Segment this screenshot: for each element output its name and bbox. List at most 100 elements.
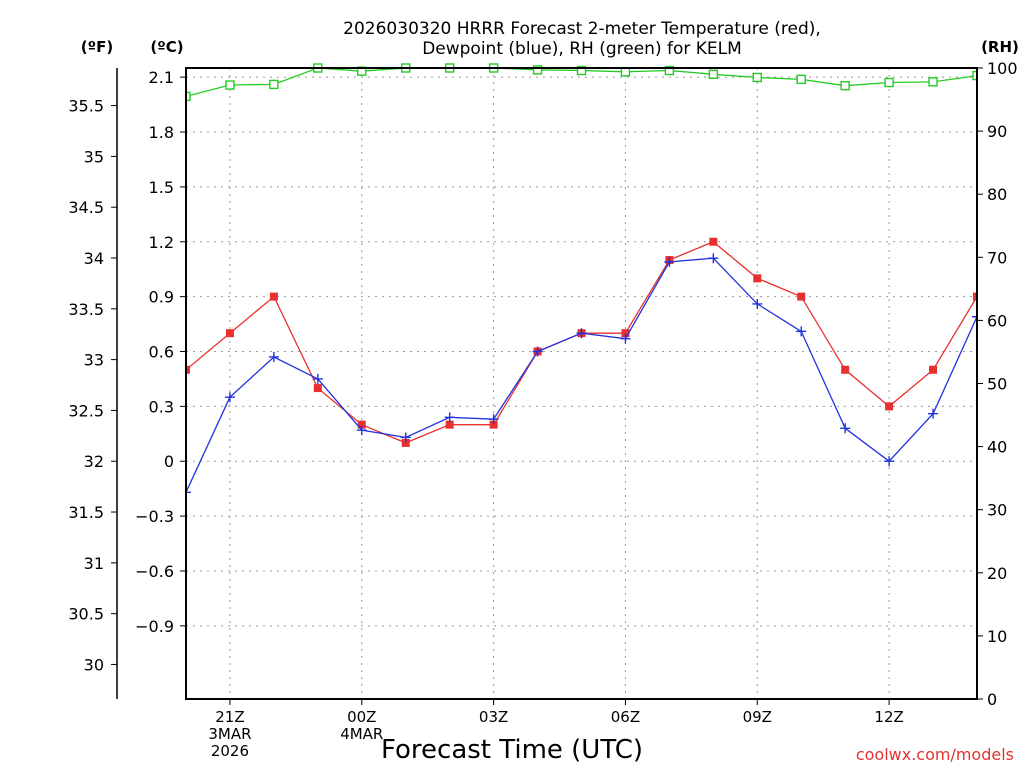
dewpoint-marker [312,373,323,384]
dewpoint-marker [444,412,455,423]
2-meter-temperature-marker [621,329,630,338]
dewpoint-marker [752,298,763,309]
rh-marker [840,80,850,91]
x-tick-label: 00Z [347,708,376,726]
fahrenheit-tick-label: 34.5 [68,198,104,217]
2-meter-temperature-marker [225,329,234,338]
fahrenheit-tick-label: 32.5 [68,401,104,420]
celsius-tick-label: −0.6 [135,562,174,581]
dewpoint-marker [186,487,191,498]
grid-lines [186,68,977,699]
2-meter-temperature-marker [186,365,190,374]
2-meter-temperature-marker [313,384,322,393]
celsius-tick-label: 2.1 [149,68,174,87]
rh-tick-label: 50 [987,375,1007,394]
rh-unit-label: (RH) [981,38,1019,56]
fahrenheit-tick-label: 33.5 [68,300,104,319]
rh-marker [928,77,938,87]
fahrenheit-tick-label: 34 [84,249,104,268]
dewpoint-marker [620,333,631,344]
dewpoint-marker [796,326,807,337]
x-axis-label: Forecast Time (UTC) [381,735,643,765]
2-meter-temperature-marker [797,292,806,301]
series-layer [186,63,977,498]
rh-marker [576,65,587,76]
rh-marker [664,65,675,76]
x-tick-label: 03Z [479,708,508,726]
plot-frame [185,67,978,700]
rh-tick-label: 30 [987,501,1007,520]
2-meter-temperature-marker [885,402,894,411]
2-meter-temperature-marker [841,365,850,374]
rh-tick-label: 10 [987,627,1007,646]
fahrenheit-tick-label: 31.5 [68,503,104,522]
chart-title-line-1: 2026030320 HRRR Forecast 2-meter Tempera… [343,19,821,39]
rh-tick-label: 80 [987,185,1007,204]
celsius-unit-label: (ºC) [150,38,183,56]
fahrenheit-tick-label: 32 [84,452,104,471]
dewpoint-marker [532,346,543,357]
dewpoint-marker [400,432,411,443]
2-meter-temperature-line [186,241,977,444]
dewpoint-line [186,257,977,493]
fahrenheit-tick-label: 35 [84,147,104,166]
2-meter-temperature-marker [929,365,938,374]
celsius-tick-label: 0.3 [149,397,174,416]
2-meter-temperature-marker [753,274,762,283]
dewpoint-marker [708,253,719,264]
series-group [186,63,977,498]
fahrenheit-tick-label: 35.5 [68,97,104,116]
rh-marker [884,77,894,88]
celsius-tick-label: −0.3 [135,507,174,526]
x-tick-label: 21Z [215,708,244,726]
rh-marker [269,79,279,90]
fahrenheit-tick-label: 31 [84,554,104,573]
rh-tick-label: 0 [987,690,997,709]
x-tick-label: 3MAR [208,725,251,743]
2-meter-temperature-marker [445,420,454,429]
2-meter-temperature-marker [357,420,366,429]
dewpoint-marker [928,408,939,419]
rh-marker [796,74,806,85]
chart-title-line-2: Dewpoint (blue), RH (green) for KELM [422,39,742,59]
rh-tick-label: 100 [987,59,1018,78]
rh-marker [752,72,762,83]
rh-tick-label: 90 [987,122,1007,141]
x-tick-label: 06Z [611,708,640,726]
rh-marker [186,91,191,102]
credit-text: coolwx.com/models [856,745,1014,764]
dewpoint-marker [268,351,279,362]
rh-tick-label: 60 [987,311,1007,330]
rh-marker [972,70,977,81]
rh-tick-label: 40 [987,438,1007,457]
fahrenheit-unit-label: (ºF) [81,38,113,56]
axes-layer: −0.9 −0.6 −0.3 0 0.3 0.6 0.9 1.2 1.5 1.8 2.1 30 30.5… [68,59,1017,760]
celsius-tick-label: 1.5 [149,178,174,197]
rh-marker [708,69,719,80]
dewpoint-marker [224,392,235,403]
x-tick-label: 4MAR [340,725,383,743]
rh-marker [225,80,235,90]
2-meter-temperature-marker [269,292,278,301]
dewpoint-marker [840,423,851,434]
fahrenheit-tick-label: 33 [84,351,104,370]
2-meter-temperature-marker [489,420,498,429]
x-tick-label: 2026 [211,742,249,760]
dewpoint-marker [884,456,895,467]
fahrenheit-tick-label: 30.5 [68,605,104,624]
celsius-tick-label: −0.9 [135,617,174,636]
x-tick-label: 12Z [874,708,903,726]
dewpoint-marker [488,414,499,425]
celsius-tick-label: 0.6 [149,342,174,361]
celsius-tick-label: 1.8 [149,123,174,142]
celsius-tick-label: 0 [164,452,174,471]
celsius-tick-label: 0.9 [149,288,174,307]
rh-tick-label: 20 [987,564,1007,583]
dewpoint-marker [664,256,675,267]
2-meter-temperature-marker [401,438,410,447]
2-meter-temperature-marker [973,292,977,301]
2-meter-temperature-marker [709,237,718,246]
rh-tick-label: 70 [987,248,1007,267]
rh-marker [532,65,543,75]
